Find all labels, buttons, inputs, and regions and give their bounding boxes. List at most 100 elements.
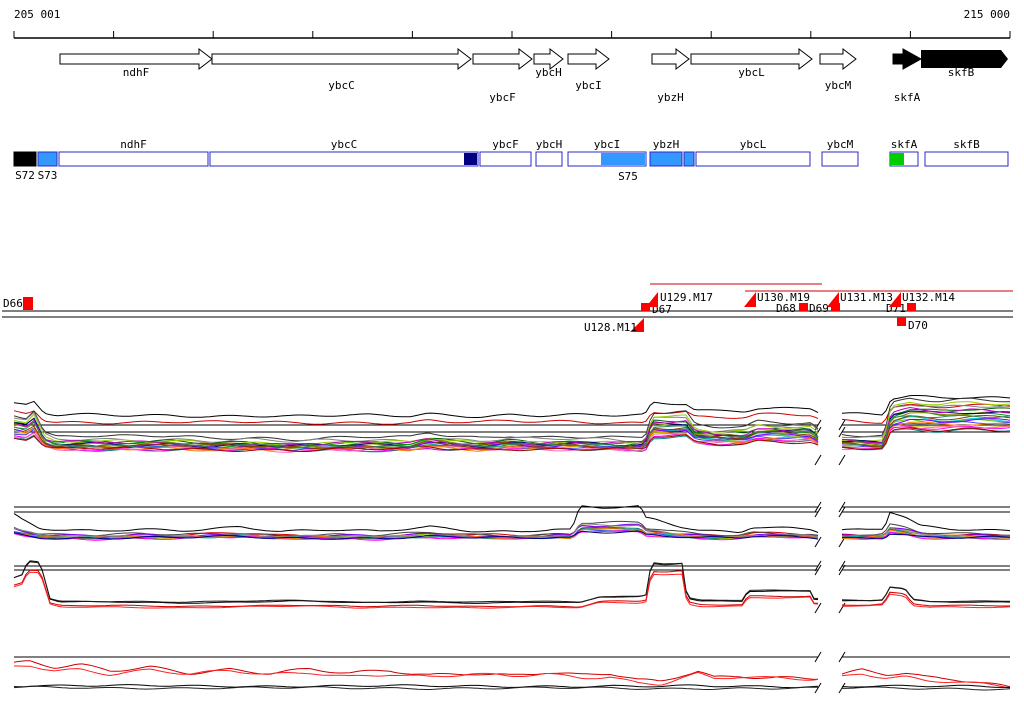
segment-sub-region <box>601 153 645 165</box>
segment-ybcI[interactable]: ybcI <box>567 138 647 167</box>
axis-break-slash <box>838 501 846 513</box>
segment-box[interactable] <box>535 151 563 167</box>
up-shift-icon[interactable] <box>827 292 839 307</box>
segment-S73[interactable]: S73 <box>37 151 58 182</box>
series-line <box>841 527 1011 539</box>
gene-skfA[interactable]: skfA <box>892 48 923 104</box>
gene-bar-point <box>1001 50 1008 68</box>
segment-box[interactable] <box>13 151 37 167</box>
ruler-end-label: 215 000 <box>964 8 1010 21</box>
gene-ybcC[interactable]: ybcC <box>211 47 472 92</box>
gene-ybcH[interactable]: ybcH <box>533 47 564 79</box>
segment-ybcM[interactable]: ybcM <box>821 138 859 167</box>
axis-break-slash <box>838 426 846 438</box>
segment-label: ybcC <box>331 138 358 151</box>
axis-break-slash <box>838 506 846 518</box>
gene-bar[interactable] <box>921 50 1001 68</box>
gene-ybcI[interactable]: ybcI <box>567 47 610 92</box>
down-shift-icon[interactable] <box>641 303 650 311</box>
segment-box[interactable] <box>924 151 1009 167</box>
shift-marker-D66[interactable]: D66 <box>3 297 33 310</box>
gene-arrow[interactable] <box>690 47 813 71</box>
segment-label: ybcM <box>827 138 854 151</box>
down-shift-icon[interactable] <box>907 303 916 311</box>
series-line <box>841 673 1011 689</box>
gene-arrow[interactable] <box>211 47 472 71</box>
shift-marker-label: D69 <box>809 302 829 315</box>
gene-arrow[interactable] <box>533 47 564 71</box>
series-line <box>13 505 819 534</box>
axis-break-slash <box>838 454 846 466</box>
segment-ndhF[interactable]: ndhF <box>58 138 209 167</box>
segment-box[interactable] <box>58 151 209 167</box>
series-line <box>841 668 1011 688</box>
shift-marker-U128.M11[interactable]: U128.M11 <box>584 318 644 334</box>
series-line <box>13 425 819 450</box>
series-line <box>13 419 819 446</box>
up-shift-icon[interactable] <box>646 292 658 307</box>
axis-break-slash <box>814 536 822 548</box>
segment-box[interactable] <box>209 151 479 167</box>
segment-box[interactable] <box>649 151 683 167</box>
shift-marker-D68[interactable]: D68 <box>776 302 808 315</box>
gene-ybcL[interactable]: ybcL <box>690 47 813 79</box>
segment-ybcF[interactable]: ybcF <box>479 138 532 167</box>
gene-arrow[interactable] <box>892 48 923 70</box>
series-line <box>841 395 1011 416</box>
gene-label: ybcC <box>328 79 355 92</box>
series-line <box>13 684 819 689</box>
gene-skfB[interactable]: skfB <box>921 50 1008 79</box>
shift-marker-D70[interactable]: D70 <box>897 317 928 332</box>
segment-label: skfB <box>953 138 980 151</box>
gene-arrow[interactable] <box>567 47 610 71</box>
segment-label: ndhF <box>120 138 147 151</box>
gene-label: ybcL <box>738 66 765 79</box>
series-line <box>841 531 1011 540</box>
series-line <box>841 410 1011 444</box>
down-shift-icon[interactable] <box>23 297 33 310</box>
gene-ndhF[interactable]: ndhF <box>59 47 213 79</box>
segment-S72[interactable]: S72 <box>13 151 37 182</box>
gene-ybzH[interactable]: ybzH <box>651 47 690 104</box>
gene-ybcM[interactable]: ybcM <box>819 47 857 92</box>
shift-marker-U131.M13[interactable]: U131.M13 <box>827 291 893 307</box>
gene-ybcF[interactable]: ybcF <box>472 47 533 104</box>
shift-marker-U129.M17[interactable]: U129.M17 <box>646 291 713 307</box>
gene-label: ybzH <box>657 91 684 104</box>
shift-marker-U130.M19[interactable]: U130.M19 <box>744 291 810 307</box>
gene-arrow[interactable] <box>819 47 857 71</box>
axis-break-slash <box>814 560 822 572</box>
down-shift-icon[interactable] <box>897 317 906 326</box>
segment-sub-region <box>464 153 477 165</box>
segment-skfB[interactable]: skfB <box>924 138 1009 167</box>
segment-ybcH[interactable]: ybcH <box>535 138 563 167</box>
shift-marker-label: D66 <box>3 297 23 310</box>
up-shift-icon[interactable] <box>630 318 644 332</box>
up-shift-icon[interactable] <box>889 292 901 307</box>
segment-box[interactable] <box>683 151 695 167</box>
segment-ybcC[interactable]: ybcC <box>209 138 479 167</box>
segment-box[interactable] <box>479 151 532 167</box>
gene-arrow[interactable] <box>651 47 690 71</box>
up-shift-icon[interactable] <box>744 292 756 307</box>
shift-marker-U132.M14[interactable]: U132.M14 <box>889 291 955 307</box>
segment-label: ybzH <box>653 138 680 151</box>
down-shift-icon[interactable] <box>799 303 808 311</box>
series-line <box>842 686 1011 691</box>
segment-skfA[interactable]: skfA <box>889 138 919 167</box>
gene-arrow[interactable] <box>59 47 213 71</box>
series-line <box>841 404 1011 439</box>
segment-box[interactable] <box>37 151 58 167</box>
segment-ybzH[interactable]: ybzH <box>649 138 683 167</box>
series-line <box>13 560 819 604</box>
segment-unnamed[interactable] <box>683 151 695 167</box>
series-line <box>13 410 819 442</box>
segment-box[interactable] <box>821 151 859 167</box>
segment-sub-region <box>890 153 904 165</box>
segment-label: ybcL <box>740 138 767 151</box>
segment-box[interactable] <box>695 151 811 167</box>
gene-arrow[interactable] <box>472 47 533 71</box>
segment-ybcL[interactable]: ybcL <box>695 138 811 167</box>
segment-label: skfA <box>891 138 918 151</box>
